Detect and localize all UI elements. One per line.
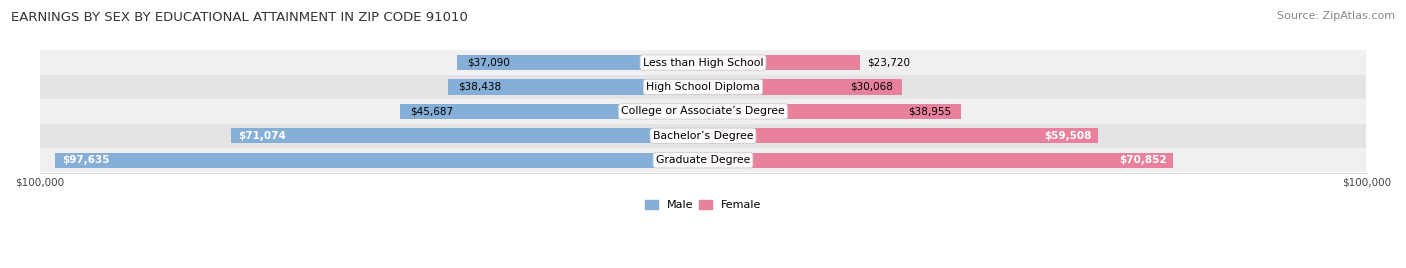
Bar [39,99,1367,124]
Legend: Male, Female: Male, Female [644,200,762,210]
Bar [703,79,903,95]
Bar [703,55,860,70]
Bar [55,153,703,168]
Text: $70,852: $70,852 [1119,155,1167,165]
Text: $59,508: $59,508 [1043,131,1091,141]
Text: Bachelor’s Degree: Bachelor’s Degree [652,131,754,141]
Text: $97,635: $97,635 [62,155,110,165]
Bar [39,148,1367,172]
Bar [703,128,1098,143]
Bar [39,124,1367,148]
Text: Source: ZipAtlas.com: Source: ZipAtlas.com [1277,11,1395,21]
Text: $45,687: $45,687 [409,106,453,116]
Text: Graduate Degree: Graduate Degree [655,155,751,165]
Bar [399,104,703,119]
Text: $71,074: $71,074 [238,131,285,141]
Text: $23,720: $23,720 [868,58,910,68]
Bar [449,79,703,95]
Bar [703,104,962,119]
Bar [457,55,703,70]
Text: $38,955: $38,955 [908,106,952,116]
Text: High School Diploma: High School Diploma [647,82,759,92]
Text: College or Associate’s Degree: College or Associate’s Degree [621,106,785,116]
Text: $30,068: $30,068 [849,82,893,92]
Bar [39,50,1367,75]
Text: EARNINGS BY SEX BY EDUCATIONAL ATTAINMENT IN ZIP CODE 91010: EARNINGS BY SEX BY EDUCATIONAL ATTAINMEN… [11,11,468,24]
Text: Less than High School: Less than High School [643,58,763,68]
Text: $38,438: $38,438 [458,82,501,92]
Bar [39,75,1367,99]
Bar [703,153,1173,168]
Bar [232,128,703,143]
Text: $37,090: $37,090 [467,58,510,68]
